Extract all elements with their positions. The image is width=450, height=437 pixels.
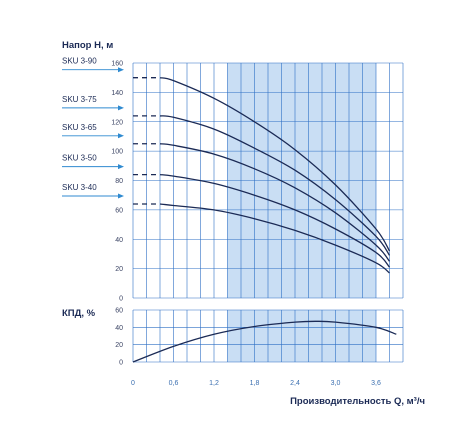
head-curve-1 bbox=[159, 77, 391, 252]
x-tick-label: 0,6 bbox=[169, 380, 179, 387]
x-axis-label: Производительность Q, м³/ч bbox=[290, 396, 425, 407]
series-label-2: SKU 3-75 bbox=[62, 95, 97, 104]
eff-optimal-range bbox=[227, 310, 376, 362]
series-label-3: SKU 3-65 bbox=[62, 123, 97, 132]
eff-y-tick-label: 0 bbox=[119, 360, 123, 367]
head-y-tick-label: 140 bbox=[111, 90, 123, 97]
head-y-tick-label: 80 bbox=[115, 178, 123, 185]
series-arrowhead-5 bbox=[118, 193, 124, 199]
eff-y-tick-label: 60 bbox=[115, 308, 123, 315]
eff-y-tick-label: 40 bbox=[115, 325, 123, 332]
head-curve-3 bbox=[159, 143, 391, 262]
head-chart-title: Напор H, м bbox=[62, 40, 113, 51]
eff-y-tick-label: 20 bbox=[115, 342, 123, 349]
x-tick-label: 3,0 bbox=[331, 380, 341, 387]
series-arrowhead-1 bbox=[118, 67, 124, 73]
x-tick-label: 2,4 bbox=[290, 380, 300, 387]
series-label-1: SKU 3-90 bbox=[62, 57, 97, 66]
head-curve-4 bbox=[159, 173, 391, 268]
head-y-tick-label: 0 bbox=[119, 296, 123, 303]
head-y-tick-label: 20 bbox=[115, 266, 123, 273]
head-y-tick-label: 60 bbox=[115, 207, 123, 214]
series-arrowhead-3 bbox=[118, 133, 124, 139]
head-y-tick-label: 160 bbox=[111, 61, 123, 68]
head-y-tick-label: 40 bbox=[115, 237, 123, 244]
series-arrowhead-4 bbox=[118, 164, 124, 170]
series-label-5: SKU 3-40 bbox=[62, 183, 97, 192]
efficiency-chart: 0 20 40 60 0 0,6 1,2 1,8 2,4 3,0 3,6 bbox=[115, 308, 404, 387]
head-curve-2 bbox=[159, 115, 391, 256]
head-y-tick-label: 120 bbox=[111, 119, 123, 126]
head-curve-5 bbox=[159, 203, 390, 274]
head-chart: 0 20 40 60 80 100 120 140 160 SKU 3-90 SKU 3-75 SKU… bbox=[62, 57, 404, 303]
efficiency-curve bbox=[132, 320, 397, 363]
x-tick-label: 0 bbox=[131, 380, 135, 387]
x-tick-label: 1,8 bbox=[250, 380, 260, 387]
head-y-tick-label: 100 bbox=[111, 149, 123, 156]
x-tick-label: 3,6 bbox=[371, 380, 381, 387]
efficiency-chart-title: КПД, % bbox=[62, 308, 96, 319]
series-label-4: SKU 3-50 bbox=[62, 154, 97, 163]
series-arrowhead-2 bbox=[118, 105, 124, 111]
x-tick-label: 1,2 bbox=[209, 380, 219, 387]
